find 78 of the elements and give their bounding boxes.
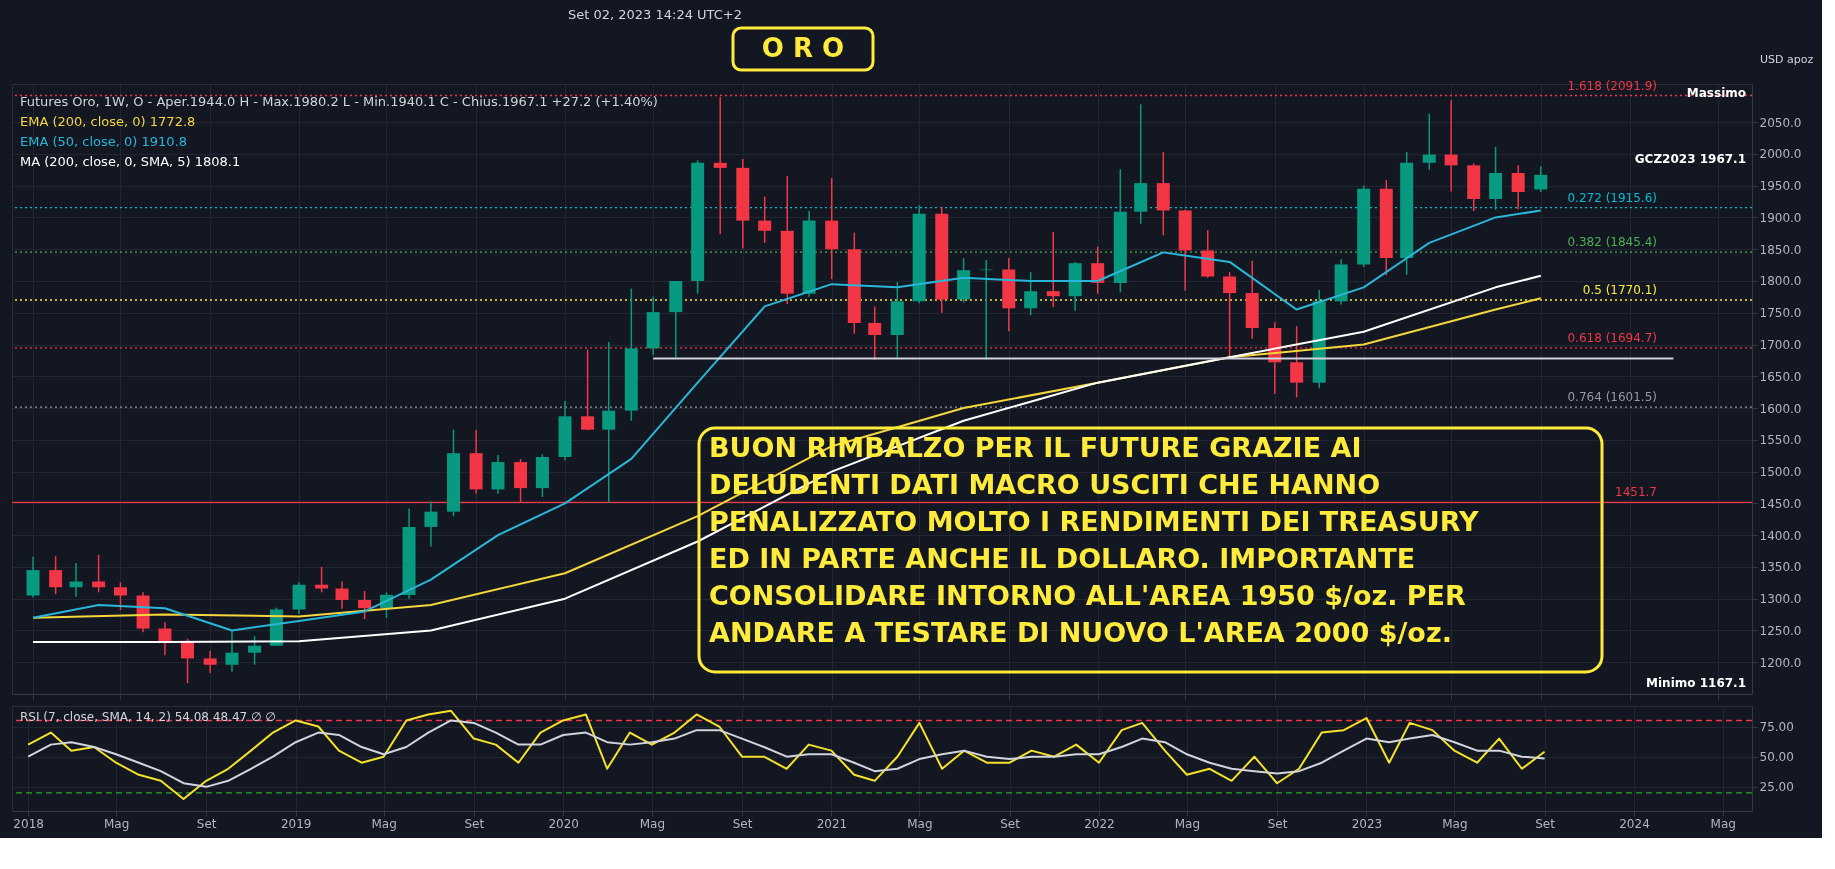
ref-line-label: 0.764 (1601.5)	[1567, 390, 1657, 405]
y-tick-label: 2050.0	[1759, 115, 1802, 130]
x-tick-label: Mag	[371, 816, 397, 831]
y-tick-label: 1350.0	[1759, 560, 1802, 575]
x-tick-label: 2022	[1084, 816, 1115, 831]
y-tick-label: 2000.0	[1759, 147, 1802, 162]
ref-line-label: 0.618 (1694.7)	[1567, 330, 1657, 345]
y-tick-label: 1300.0	[1759, 592, 1802, 607]
ref-line-label: 0.382 (1845.4)	[1567, 235, 1657, 250]
chart-title: O R O	[761, 33, 845, 63]
y-tick-label: 1850.0	[1759, 242, 1802, 257]
x-tick-label: Mag	[103, 816, 130, 831]
candlestick	[315, 566, 329, 594]
ref-line-label: 0.5 (1770.1)	[1582, 282, 1657, 297]
x-tick-label: Mag	[1442, 816, 1468, 831]
ref-line-label: 0.272 (1915.6)	[1567, 190, 1657, 205]
x-tick-label: Set	[464, 816, 485, 831]
candlestick	[1511, 164, 1525, 210]
ref-line-label: 1.618 (2091.9)	[1567, 78, 1657, 93]
x-tick-label: Mag	[1174, 816, 1201, 831]
x-tick-label: Set	[1267, 816, 1288, 831]
x-tick-label: 2020	[548, 816, 579, 831]
candlestick	[358, 590, 372, 620]
y-tick-label: 1500.0	[1759, 465, 1802, 480]
candlestick	[1422, 113, 1436, 171]
x-tick-label: 2018	[13, 816, 44, 831]
candlestick	[758, 195, 772, 244]
annotation: Minimo 1167.1	[1646, 676, 1746, 690]
y-tick-label: 1800.0	[1759, 274, 1802, 289]
x-tick-label: 2023	[1351, 816, 1383, 831]
text: EMA (200, close, 0) 1772.8	[20, 114, 196, 129]
x-tick-label: Mag	[907, 816, 933, 831]
annotation: GCZ2023 1967.1	[1634, 152, 1746, 166]
candlestick	[1024, 271, 1038, 317]
candlestick	[49, 555, 63, 595]
candlestick	[113, 581, 127, 611]
x-tick-label: 2024	[1619, 816, 1650, 831]
candlestick	[225, 629, 239, 673]
y-tick-label: 1700.0	[1759, 338, 1802, 353]
x-tick-label: Set	[1000, 816, 1021, 831]
candlestick	[1046, 231, 1060, 308]
y-tick-label: 1250.0	[1759, 623, 1802, 638]
x-tick-label: Set	[732, 816, 753, 831]
y-tick-label: 1900.0	[1759, 210, 1802, 225]
x-tick-label: Mag	[639, 816, 666, 831]
text: Futures Oro, 1W, O - Aper.1944.0 H - Max.1980.2 L - Min.1940.1 C - Chius.1967.1 +27.2 (+1.40%)	[20, 94, 658, 109]
annotation: Massimo	[1686, 86, 1746, 100]
text: MA (200, close, 0, SMA, 5) 1808.1	[20, 154, 241, 169]
ref-line-label: 1451.7	[1615, 485, 1657, 500]
y-tick-label: 75.00	[1759, 720, 1794, 735]
x-tick-label: 2021	[816, 816, 848, 831]
candlestick	[424, 500, 438, 548]
candlestick	[1444, 99, 1458, 193]
y-tick-label: 50.00	[1759, 750, 1794, 765]
y-tick-label: 1200.0	[1759, 655, 1802, 670]
text: USD apoz	[1760, 53, 1814, 66]
candlestick	[158, 621, 172, 656]
x-tick-label: Set	[1535, 816, 1556, 831]
candlestick	[203, 650, 217, 674]
x-tick-label: Mag	[1710, 816, 1736, 831]
candlestick	[581, 348, 595, 432]
text: Set 02, 2023 14:24 UTC+2	[567, 7, 743, 22]
candlestick	[335, 580, 349, 610]
y-tick-label: 1550.0	[1759, 433, 1802, 448]
y-tick-label: 1750.0	[1759, 306, 1802, 321]
y-tick-label: 1950.0	[1759, 179, 1802, 194]
y-tick-label: 1450.0	[1759, 496, 1802, 511]
candlestick	[1091, 245, 1105, 295]
candlestick	[248, 635, 262, 666]
y-tick-label: 1600.0	[1759, 401, 1802, 416]
candlestick	[1534, 165, 1548, 193]
x-tick-label: Set	[196, 816, 217, 831]
y-tick-label: 25.00	[1759, 780, 1794, 795]
y-tick-label: 1650.0	[1759, 369, 1802, 384]
y-tick-label: 1400.0	[1759, 528, 1802, 543]
candlestick	[602, 341, 616, 504]
text: EMA (50, close, 0) 1910.8	[20, 134, 188, 149]
x-tick-label: 2019	[280, 816, 312, 831]
